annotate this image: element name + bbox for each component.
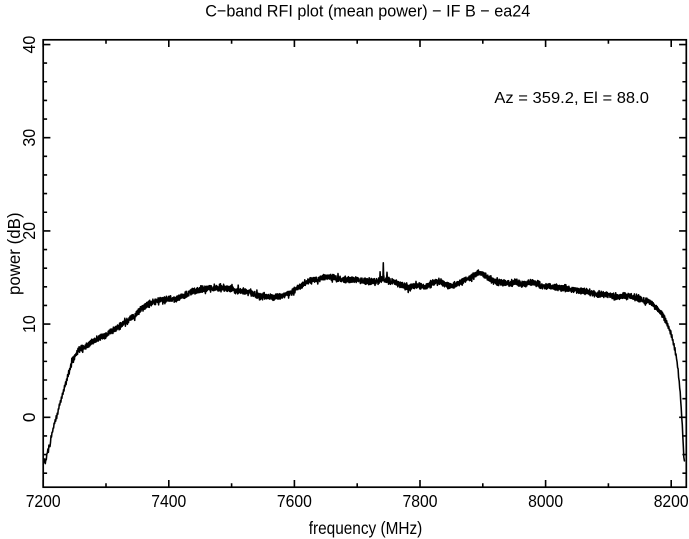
svg-text:7400: 7400 [151,491,186,511]
svg-text:0: 0 [19,412,39,422]
svg-text:8000: 8000 [528,491,563,511]
svg-text:30: 30 [19,129,39,147]
svg-text:20: 20 [19,222,39,240]
svg-text:power (dB): power (dB) [4,213,24,296]
svg-text:Az = 359.2, El = 88.0: Az = 359.2, El = 88.0 [494,90,649,107]
svg-text:7200: 7200 [26,491,61,511]
svg-text:8200: 8200 [654,491,689,511]
svg-text:40: 40 [19,36,39,54]
svg-text:C−band RFI plot (mean power) −: C−band RFI plot (mean power) − IF B − ea… [205,2,530,21]
svg-text:frequency (MHz): frequency (MHz) [309,518,423,538]
svg-text:7800: 7800 [403,491,438,511]
svg-text:10: 10 [19,315,39,333]
svg-text:7600: 7600 [277,491,312,511]
